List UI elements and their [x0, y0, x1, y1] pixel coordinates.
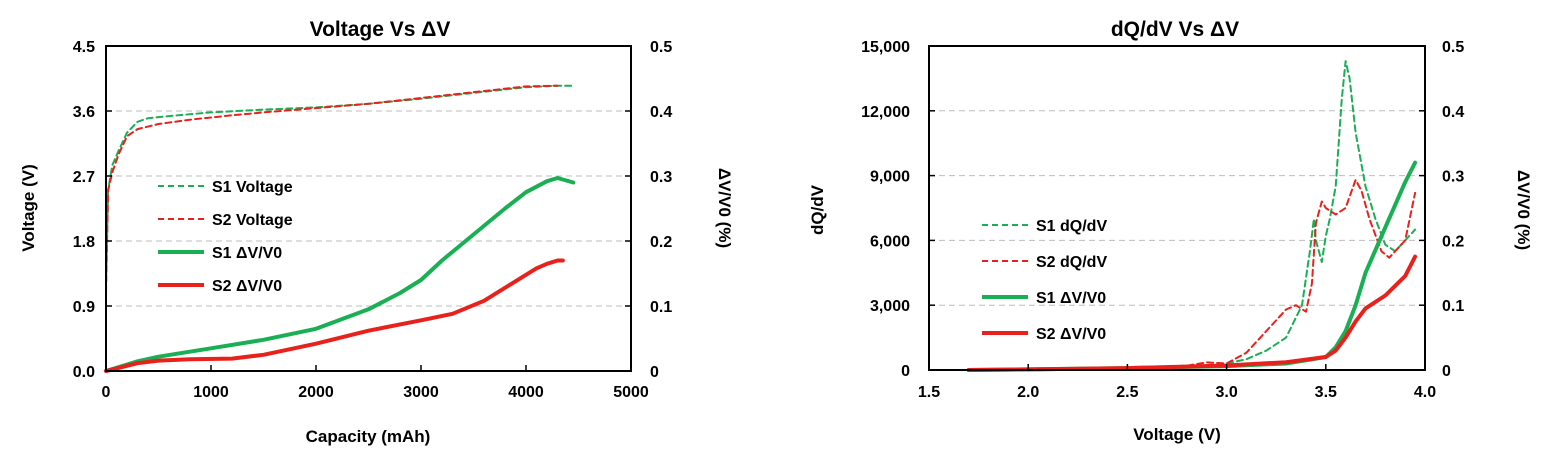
legend-label: S1 dQ/dV [1036, 218, 1107, 235]
legend: S1 dQ/dV S2 dQ/dV S1 ΔV/V0 S2 ΔV/V0 [982, 218, 1107, 343]
y-tick-label: 6,000 [870, 233, 910, 250]
y2-tick-label: 0 [650, 364, 659, 381]
x-tick-label: 2.0 [1017, 384, 1039, 401]
y2-tick-label: 0.4 [1442, 104, 1464, 121]
y2-tick-label: 0.1 [1442, 298, 1464, 315]
x-tick-label: 3.0 [1215, 384, 1237, 401]
legend-label: S1 ΔV/V0 [212, 245, 282, 262]
plot-area [105, 45, 632, 372]
y-axis-title: Voltage (V) [19, 164, 38, 252]
plot-area [928, 45, 1426, 371]
y-tick-label: 0 [901, 363, 910, 380]
legend-label: S2 dQ/dV [1036, 254, 1107, 271]
series-line-3 [104, 258, 565, 373]
x-tick-label: 3000 [403, 384, 439, 401]
y-tick-label: 2.7 [73, 169, 95, 186]
y-tick-label: 15,000 [861, 39, 910, 56]
y2-tick-label: 0.5 [650, 39, 672, 56]
y2-tick-label: 0.4 [650, 104, 672, 121]
x-axis-title: Voltage (V) [1133, 425, 1221, 444]
y2-tick-label: 0.3 [1442, 169, 1464, 186]
chart-dqdv-vs-dv: dQ/dV Vs ΔV 0 0 3,000 0.1 6,000 0.2 9,000 0.3 12… [808, 18, 1533, 444]
y-axis-title: dQ/dV [808, 184, 827, 235]
series-line-1 [105, 84, 559, 293]
x-tick-label: 0 [102, 384, 111, 401]
series-line-3 [966, 254, 1418, 372]
chart-title: dQ/dV Vs ΔV [1111, 18, 1239, 41]
series-line-0 [105, 84, 575, 286]
y2-axis-title: ΔV/V0 (%) [715, 168, 734, 248]
y-tick-label: 4.5 [73, 39, 95, 56]
x-axis-title: Capacity (mAh) [306, 427, 431, 446]
x-tick-label: 1.5 [918, 384, 940, 401]
y2-tick-label: 0 [1442, 363, 1451, 380]
series-line-1 [1126, 178, 1417, 369]
legend-label: S2 ΔV/V0 [212, 278, 282, 295]
x-tick-label: 2000 [298, 384, 334, 401]
chart-title: Voltage Vs ΔV [310, 18, 451, 41]
y2-axis-title: ΔV/V0 (%) [1514, 170, 1533, 250]
x-tick-label: 4000 [508, 384, 544, 401]
y2-tick-label: 0.3 [650, 169, 672, 186]
y-tick-label: 3,000 [870, 298, 910, 315]
x-tick-label: 5000 [613, 384, 649, 401]
y-tick-label: 0.9 [73, 299, 95, 316]
legend: S1 Voltage S2 Voltage S1 ΔV/V0 S2 ΔV/V0 [158, 179, 293, 295]
y-tick-label: 1.8 [73, 234, 95, 251]
legend-label: S1 Voltage [212, 179, 293, 196]
x-tick-label: 1000 [193, 384, 229, 401]
legend-label: S2 ΔV/V0 [1036, 326, 1106, 343]
y-tick-label: 9,000 [870, 169, 910, 186]
y2-tick-label: 0.2 [1442, 233, 1464, 250]
chart-voltage-vs-dv: Voltage Vs ΔV 0.0 0 0.9 0.1 1.8 0.2 2.7 0.3 3.6 0… [19, 18, 734, 446]
x-tick-label: 3.5 [1315, 384, 1337, 401]
legend-label: S2 Voltage [212, 212, 293, 229]
series-line-0 [1126, 60, 1417, 370]
x-tick-label: 4.0 [1414, 384, 1436, 401]
y2-tick-label: 0.2 [650, 234, 672, 251]
legend-label: S1 ΔV/V0 [1036, 290, 1106, 307]
y-tick-label: 0.0 [73, 364, 95, 381]
y2-tick-label: 0.5 [1442, 39, 1464, 56]
y2-tick-label: 0.1 [650, 299, 672, 316]
x-tick-label: 2.5 [1116, 384, 1138, 401]
series-line-2 [104, 176, 576, 373]
y-tick-label: 12,000 [861, 104, 910, 121]
y-tick-label: 3.6 [73, 104, 95, 121]
